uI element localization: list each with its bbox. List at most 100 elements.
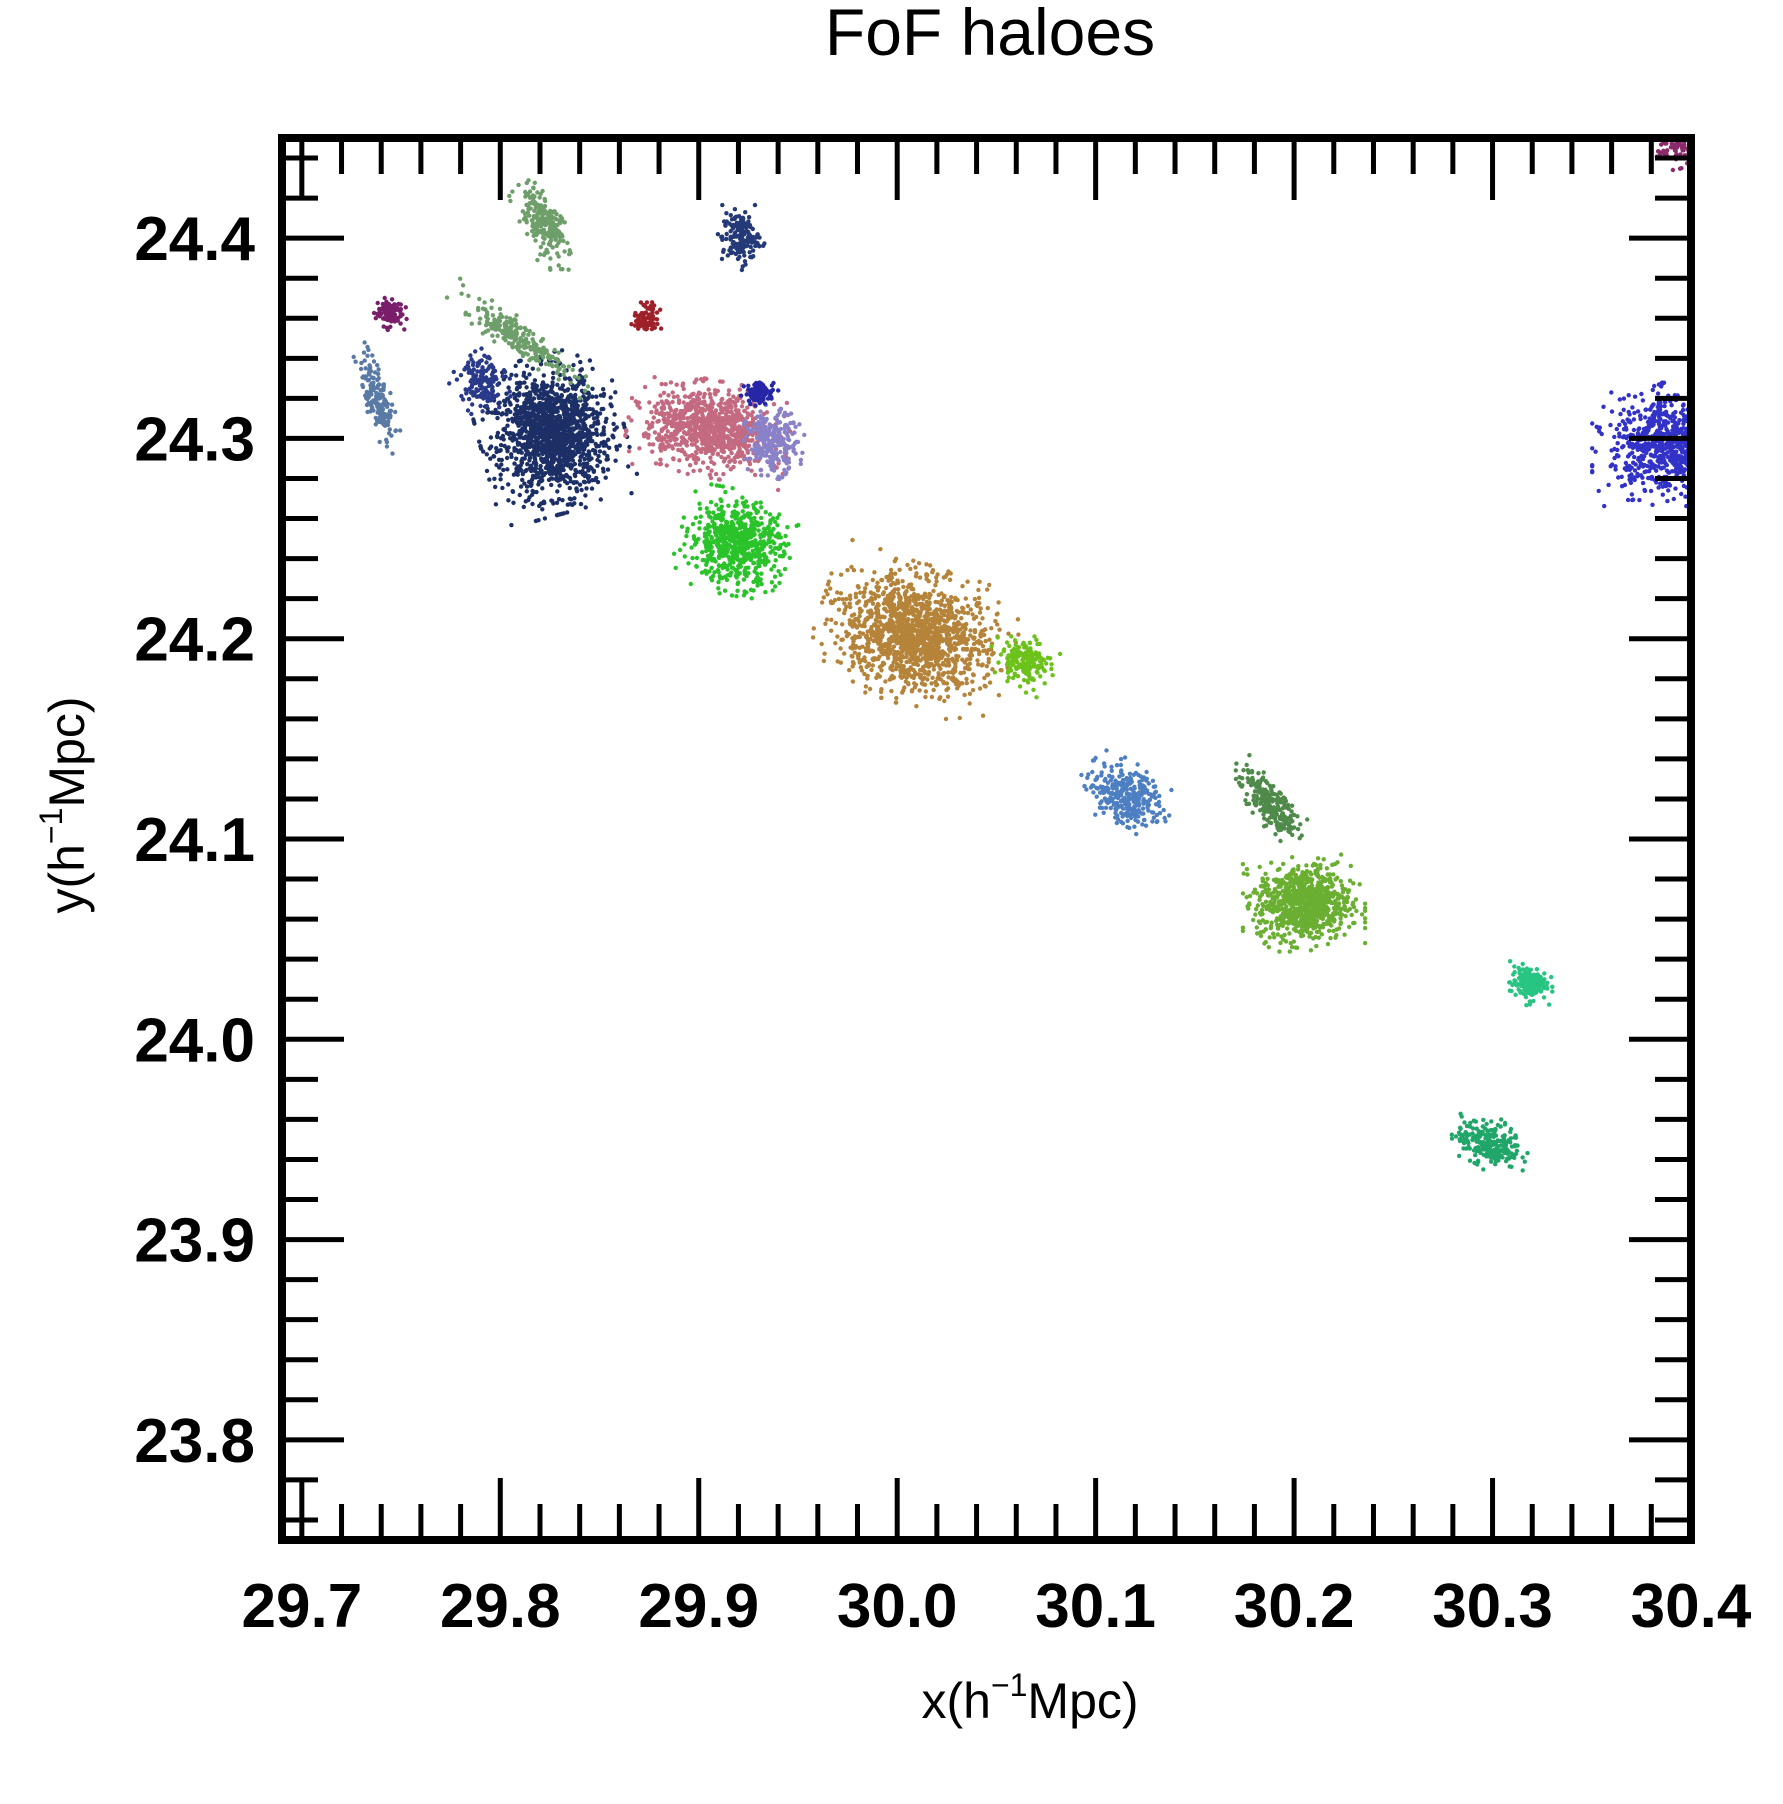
halo-particle — [753, 448, 758, 453]
halo-particle — [483, 385, 488, 391]
halo-particle — [520, 429, 525, 434]
halo-particle — [783, 533, 788, 539]
halo-particle — [647, 423, 652, 428]
halo-particle — [595, 401, 600, 406]
halo-particle — [758, 467, 763, 473]
halo-particle — [500, 374, 505, 379]
halo-particle — [522, 325, 527, 331]
halo-particle — [709, 578, 715, 583]
halo-particle — [371, 398, 376, 403]
halo-particle — [529, 345, 534, 350]
halo-particle — [574, 399, 579, 404]
halo-particle — [743, 522, 748, 527]
halo-particle — [567, 252, 572, 257]
halo-particle — [724, 409, 730, 415]
halo-particle — [786, 426, 791, 431]
halo-particle — [547, 398, 553, 403]
halo-particle — [668, 421, 673, 426]
halo-particle — [654, 436, 660, 441]
halo-particle — [529, 492, 535, 497]
halo-particle — [575, 353, 580, 358]
halo-particle — [690, 555, 695, 561]
halo-particle — [980, 713, 986, 718]
halo-particle — [578, 418, 583, 423]
halo-particle — [675, 425, 680, 431]
halo-particle — [727, 525, 732, 530]
halo-particle — [538, 463, 543, 469]
halo-particle — [577, 425, 582, 430]
halo-particle — [712, 570, 717, 575]
halo-particle — [522, 339, 528, 344]
halo-particle — [724, 550, 730, 555]
halo-particle — [547, 356, 553, 362]
halo-particle — [593, 421, 598, 426]
halo-particle — [525, 405, 530, 410]
halo-particle — [586, 449, 591, 454]
halo-particle — [516, 468, 521, 474]
halo-particle — [535, 216, 540, 222]
halo-particle — [776, 388, 781, 393]
halo-particle — [492, 318, 497, 323]
halo-particle — [562, 479, 568, 484]
halo-particle — [532, 378, 538, 383]
halo-particle — [513, 328, 518, 333]
halo-particle — [717, 538, 722, 543]
halo-particle — [577, 431, 583, 436]
halo-particle — [653, 461, 659, 466]
halo-particle — [366, 390, 371, 395]
halo-particle — [511, 500, 516, 505]
halo-particle — [751, 397, 756, 402]
halo-particle — [539, 230, 545, 235]
halo-particle — [751, 254, 756, 259]
halo-particle — [752, 526, 757, 532]
halo-particle — [459, 393, 464, 399]
halo-particle — [697, 506, 703, 511]
halo-particle — [526, 202, 531, 207]
halo-particle — [536, 367, 541, 372]
halo-particle — [527, 328, 532, 334]
halo-particle — [693, 515, 699, 520]
halo-particle — [574, 486, 579, 492]
halo-particle — [553, 398, 558, 404]
halo-particle — [591, 468, 596, 473]
halo-particle — [527, 412, 532, 417]
halo-particle — [537, 222, 543, 227]
halo-particle — [724, 577, 730, 583]
halo-particle — [469, 384, 474, 390]
halo-particle — [716, 563, 722, 568]
halo-particle — [480, 365, 485, 370]
halo-particle — [484, 452, 489, 457]
halo-particle — [518, 325, 523, 331]
halo-particle — [499, 412, 504, 417]
halo-particle — [732, 207, 738, 212]
halo-particle — [538, 391, 544, 397]
halo-particle — [554, 500, 560, 505]
halo-particle — [647, 305, 652, 311]
halo-particle — [863, 690, 868, 695]
halo-particle — [550, 220, 556, 225]
halo-particle — [562, 420, 567, 425]
halo-particle — [498, 448, 503, 453]
halo-particle — [584, 486, 589, 491]
halo-particle — [736, 450, 741, 455]
halo-particle — [583, 493, 588, 498]
halo-particle — [666, 393, 671, 398]
halo-particle — [525, 462, 530, 467]
halo-particle — [387, 427, 392, 432]
halo-particle — [507, 400, 512, 405]
halo-particle — [642, 326, 647, 331]
halo-particle — [681, 420, 686, 426]
halo-particle — [542, 456, 547, 462]
halo-particle — [757, 437, 762, 442]
halo-particle — [540, 336, 546, 342]
halo-particle — [713, 559, 718, 564]
halo-particle — [542, 516, 548, 521]
halo-particle — [578, 454, 583, 460]
halo-particle — [755, 509, 761, 514]
halo-particle — [632, 313, 638, 318]
halo-particle — [479, 392, 484, 397]
halo-particle — [748, 393, 754, 398]
halo-particle — [727, 429, 732, 434]
halo-particle — [773, 558, 778, 563]
halo-particle — [587, 358, 593, 363]
